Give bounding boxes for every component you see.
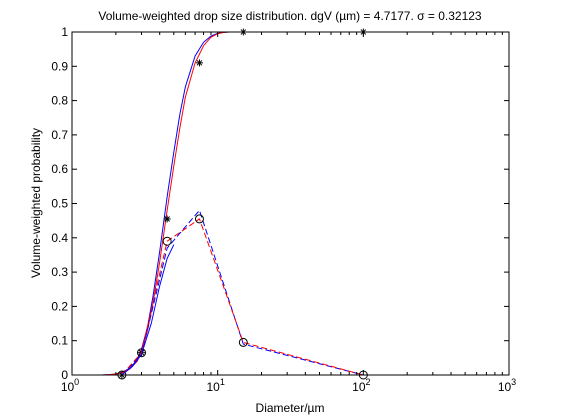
x-tick-label: 100 [61, 377, 79, 394]
series-6-line [121, 244, 175, 376]
x-tick-label: 102 [352, 377, 370, 394]
circle-marker [238, 337, 248, 347]
x-tick-exponent: 1 [220, 377, 225, 387]
circle-marker [137, 348, 147, 358]
x-tick-label: 103 [498, 377, 516, 394]
y-tick-label: 0.7 [51, 128, 68, 142]
x-tick-exponent: 0 [74, 377, 79, 387]
y-tick-label: 0.5 [51, 197, 68, 211]
x-tick-base: 10 [206, 380, 220, 394]
circle-marker [194, 214, 204, 224]
star-marker [195, 59, 203, 67]
y-tick-label: 0.6 [51, 162, 68, 176]
series-3-line [121, 209, 364, 376]
y-tick-label: 0.4 [51, 231, 68, 245]
y-tick-label: 0.9 [51, 59, 68, 73]
x-tick-exponent: 3 [511, 377, 516, 387]
series-4-line [121, 218, 364, 376]
y-tick-label: 0.8 [51, 94, 68, 108]
x-axis-label: Diameter/µm [256, 401, 325, 415]
series-1-line [101, 31, 364, 376]
y-tick-label: 0.2 [51, 299, 68, 313]
series-0-line [101, 31, 364, 376]
star-marker [163, 215, 171, 223]
y-tick-label: 0.3 [51, 265, 68, 279]
y-tick-label: 1 [61, 25, 68, 39]
x-tick-base: 10 [352, 380, 366, 394]
y-tick-label: 0 [61, 368, 68, 382]
x-tick-base: 10 [498, 380, 512, 394]
series-layer [101, 28, 368, 380]
circle-marker [162, 236, 172, 246]
plot-frame [71, 31, 510, 376]
x-tick-base: 10 [61, 380, 75, 394]
x-tick-label: 101 [206, 377, 224, 394]
chart-title: Volume-weighted drop size distribution. … [98, 9, 482, 23]
y-axis-label: Volume-weighted probability [29, 128, 43, 278]
y-tick-label: 0.1 [51, 334, 68, 348]
x-tick-exponent: 2 [366, 377, 371, 387]
